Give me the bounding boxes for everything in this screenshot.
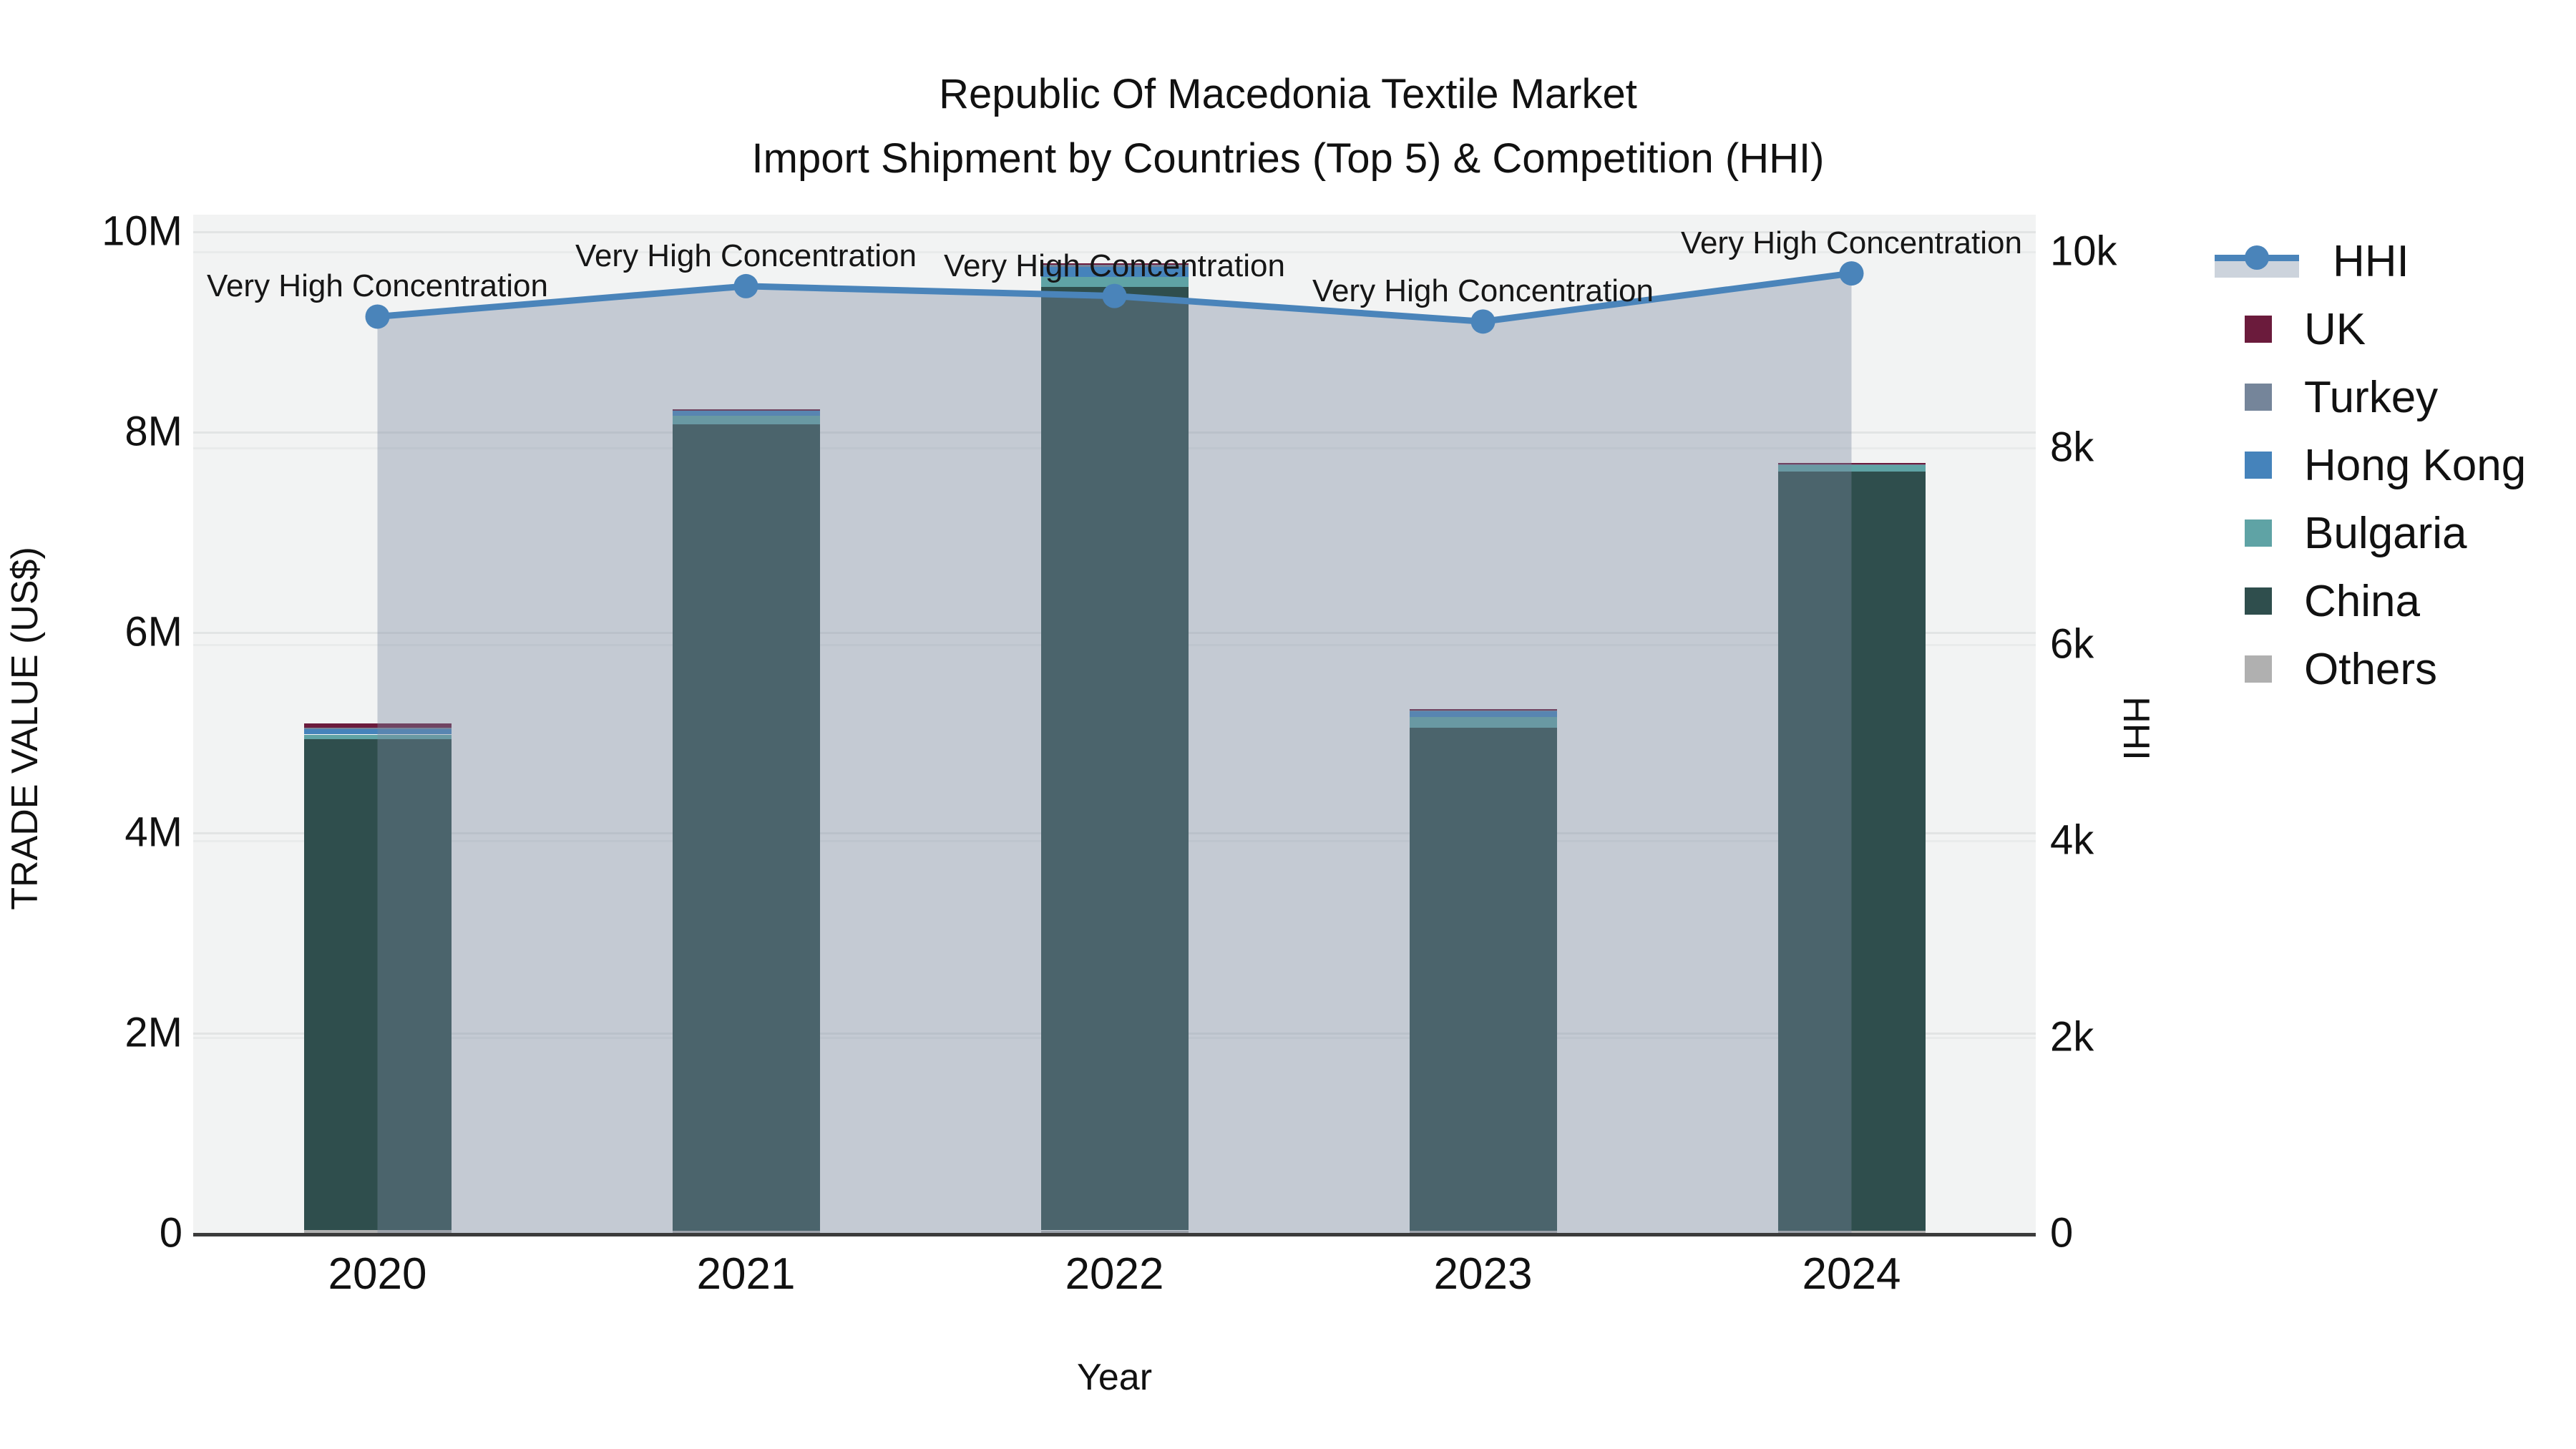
x-tick-2023: 2023	[1433, 1249, 1533, 1299]
hhi-marker-2021	[733, 273, 758, 298]
bar-segment-others-2023	[1409, 1231, 1557, 1233]
y-right-tick-0: 0	[2050, 1209, 2074, 1257]
bar-segment-hong-kong-2020	[303, 728, 452, 735]
gridline-left-10M	[193, 231, 2036, 233]
y-right-tick-6k: 6k	[2050, 620, 2094, 667]
bar-segment-uk-2024	[1777, 463, 1926, 465]
bar-segment-others-2021	[672, 1231, 820, 1233]
y-left-tick-0: 0	[159, 1209, 182, 1257]
legend-label: Hong Kong	[2304, 440, 2527, 490]
legend-item-china[interactable]: China	[2215, 569, 2420, 633]
x-axis-title: Year	[1076, 1357, 1153, 1398]
bar-segment-uk-2020	[303, 723, 452, 728]
hhi-area-fill	[377, 273, 1852, 1233]
bar-segment-bulgaria-2022	[1040, 277, 1189, 287]
bar-segment-bulgaria-2023	[1409, 717, 1557, 728]
bar-segment-hong-kong-2022	[1040, 266, 1189, 278]
bar-segment-others-2024	[1777, 1231, 1926, 1233]
legend-item-bulgaria[interactable]: Bulgaria	[2215, 501, 2467, 565]
bar-segment-turkey-2020	[303, 727, 452, 729]
legend-label: China	[2304, 576, 2420, 626]
y-left-tick-6M: 6M	[125, 608, 182, 655]
hong-kong-swatch-icon	[2245, 452, 2272, 479]
chart-subtitle: Import Shipment by Countries (Top 5) & C…	[751, 135, 1825, 182]
annotation-2022: Very High Concentration	[944, 248, 1285, 283]
y-left-tick-4M: 4M	[125, 809, 182, 856]
bar-segment-china-2022	[1040, 286, 1189, 1231]
gridline-right-10k	[193, 250, 2036, 253]
others-swatch-icon	[2245, 655, 2272, 683]
bar-segment-uk-2022	[1040, 263, 1189, 265]
legend-item-hong-kong[interactable]: Hong Kong	[2215, 433, 2526, 497]
legend-label: Turkey	[2304, 372, 2439, 422]
bulgaria-swatch-icon	[2245, 519, 2272, 547]
plot-area	[193, 215, 2036, 1233]
legend-item-others[interactable]: Others	[2215, 637, 2437, 701]
y-right-tick-2k: 2k	[2050, 1013, 2094, 1060]
hhi-marker-2020	[365, 304, 390, 329]
legend-item-hhi[interactable]: HHI	[2215, 229, 2409, 293]
bar-segment-uk-2023	[1409, 709, 1557, 711]
bar-segment-china-2024	[1777, 472, 1926, 1231]
y-left-tick-8M: 8M	[125, 408, 182, 455]
y-right-tick-8k: 8k	[2050, 424, 2094, 471]
legend-item-uk[interactable]: UK	[2215, 297, 2366, 361]
y-axis-left-title: TRADE VALUE (US$)	[4, 547, 46, 910]
uk-swatch-icon	[2245, 316, 2272, 343]
bar-segment-hong-kong-2021	[672, 410, 820, 416]
x-tick-2024: 2024	[1802, 1249, 1901, 1299]
x-tick-2021: 2021	[696, 1249, 796, 1299]
bar-segment-uk-2021	[672, 409, 820, 411]
bar-segment-bulgaria-2020	[303, 734, 452, 739]
legend-item-turkey[interactable]: Turkey	[2215, 365, 2438, 429]
bar-segment-china-2023	[1409, 728, 1557, 1231]
annotation-2021: Very High Concentration	[575, 238, 917, 273]
legend-label: UK	[2304, 304, 2366, 354]
annotation-2020: Very High Concentration	[207, 268, 548, 304]
chart-title: Republic Of Macedonia Textile Market	[939, 71, 1637, 117]
hhi-line-layer	[365, 261, 1864, 1233]
y-right-tick-10k: 10k	[2050, 228, 2117, 274]
x-tick-2022: 2022	[1065, 1249, 1164, 1299]
hhi-legend-sample-icon	[2215, 245, 2299, 278]
y-right-tick-4k: 4k	[2050, 816, 2094, 864]
turkey-swatch-icon	[2245, 384, 2272, 411]
hhi-marker-2023	[1470, 309, 1496, 334]
hhi-marker-2022	[1102, 283, 1127, 308]
bar-segment-others-2020	[303, 1229, 452, 1233]
bar-segment-bulgaria-2024	[1777, 464, 1926, 472]
bar-segment-others-2022	[1040, 1230, 1189, 1233]
legend-label: Others	[2304, 644, 2438, 694]
annotation-2023: Very High Concentration	[1312, 273, 1654, 309]
y-left-tick-10M: 10M	[102, 208, 182, 255]
china-swatch-icon	[2245, 587, 2272, 615]
bar-segment-turkey-2022	[1040, 263, 1189, 267]
x-tick-2020: 2020	[328, 1249, 427, 1299]
hhi-marker-2024	[1839, 261, 1864, 286]
y-left-tick-2M: 2M	[125, 1009, 182, 1056]
bar-segment-bulgaria-2021	[672, 416, 820, 425]
x-axis-line	[193, 1233, 2036, 1236]
bar-segment-hong-kong-2023	[1409, 710, 1557, 717]
y-axis-right-title: HHI	[2115, 696, 2157, 761]
annotation-2024: Very High Concentration	[1681, 225, 2022, 261]
legend-label: Bulgaria	[2304, 508, 2467, 558]
bar-segment-china-2020	[303, 738, 452, 1230]
bar-segment-china-2021	[672, 424, 820, 1231]
legend-label: HHI	[2333, 236, 2409, 286]
